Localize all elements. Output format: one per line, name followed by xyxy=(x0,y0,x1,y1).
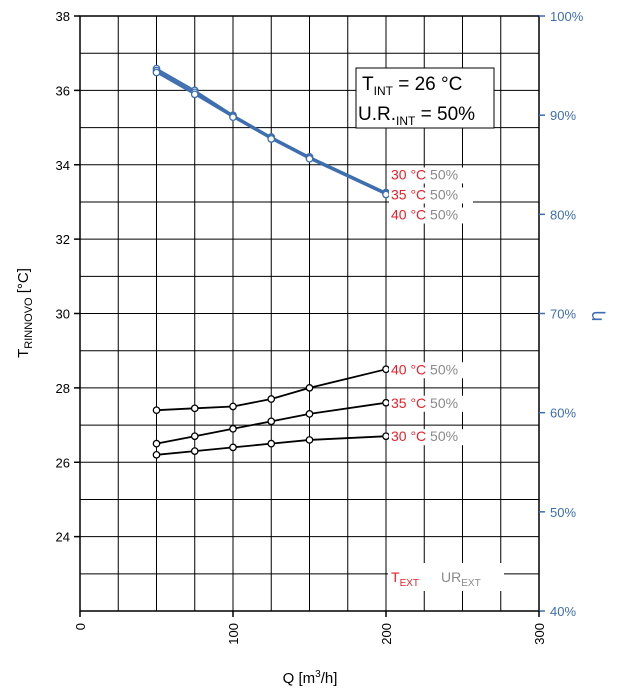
right-series-2-line xyxy=(156,71,387,196)
y-axis-left-title: TRINNOVO [°C] xyxy=(15,268,35,358)
legend-ur-ext: UREXT xyxy=(441,569,481,589)
right-series-label-1-rh: 50% xyxy=(426,187,458,203)
left-series-label-2-bg xyxy=(389,362,473,379)
y-axis-right: 40% 50% 60% 70% 80% 90% 100% xyxy=(539,9,584,619)
y-right-tick-label: 50% xyxy=(550,505,576,520)
y-left-tick-label: 26 xyxy=(56,455,70,470)
left-series-1-point xyxy=(305,410,314,418)
right-series-label-1: 35 °C 50% xyxy=(391,187,458,203)
right-series-label-0: 30 °C 50% xyxy=(391,167,458,183)
legend-text-ext: TEXT xyxy=(391,569,419,589)
left-series-label-0-temp: 30 °C xyxy=(391,428,426,444)
info-box-line2: U.R.INT = 50% xyxy=(358,104,475,128)
left-series-2-line xyxy=(156,368,387,412)
series-group xyxy=(152,64,390,459)
right-series-label-1-temp: 35 °C xyxy=(391,187,426,203)
x-tick-label: 200 xyxy=(379,623,394,645)
left-series-0-point xyxy=(190,447,199,455)
right-series-2-point xyxy=(190,90,199,99)
right-series-label-2: 40 °C 50% xyxy=(391,207,458,223)
right-series-label-0-bg xyxy=(389,167,473,184)
y-left-tick-label: 36 xyxy=(56,83,70,98)
right-series-label-2-rh: 50% xyxy=(426,207,458,223)
right-series-label-0-temp: 30 °C xyxy=(391,167,426,183)
y-axis-right-title: η xyxy=(586,310,607,321)
left-series-0-point xyxy=(267,439,276,448)
info-box xyxy=(355,67,495,129)
y-right-tick-label: 90% xyxy=(550,108,576,123)
left-series-2-point xyxy=(190,404,199,413)
y-left-tick-label: 38 xyxy=(56,9,70,24)
left-series-1-point xyxy=(229,424,237,433)
left-series-label-2-rh: 50% xyxy=(426,361,458,377)
left-series-0-point xyxy=(305,436,314,444)
left-series-2-point xyxy=(267,395,276,403)
y-right-tick-label: 60% xyxy=(550,406,576,421)
left-series-2-point xyxy=(305,384,314,392)
left-series-label-0: 30 °C 50% xyxy=(391,428,458,444)
y-left-tick-label: 30 xyxy=(56,307,70,322)
x-tick-label: 0 xyxy=(73,623,88,630)
right-series-label-0-rh: 50% xyxy=(426,167,458,183)
left-series-label-1-temp: 35 °C xyxy=(391,395,426,411)
y-left-tick-label: 32 xyxy=(56,232,70,247)
left-series-0-point xyxy=(152,450,161,459)
left-series-label-2-temp: 40 °C xyxy=(391,361,426,377)
x-axis: 0 100 200 300 xyxy=(73,611,547,645)
left-series-1-point xyxy=(267,417,276,426)
left-series-label-0-rh: 50% xyxy=(426,428,458,444)
left-series-0-line xyxy=(156,435,387,456)
left-series-2-point xyxy=(152,406,161,415)
left-series-2-point xyxy=(382,365,390,374)
y-right-tick-label: 40% xyxy=(550,604,576,619)
x-tick-label: 100 xyxy=(226,623,241,645)
left-series-1-point xyxy=(152,439,161,448)
series-labels: 30 °C 50%35 °C 50%40 °C 50%30 °C 50%35 °… xyxy=(389,167,473,446)
right-series-2-point xyxy=(152,68,161,77)
left-series-label-2: 40 °C 50% xyxy=(391,361,458,377)
y-right-tick-label: 70% xyxy=(550,307,576,322)
left-series-label-0-bg xyxy=(389,429,473,446)
left-series-1-line xyxy=(156,401,387,445)
left-series-label-1: 35 °C 50% xyxy=(391,395,458,411)
right-series-2-point xyxy=(229,113,237,122)
right-series-2-point xyxy=(382,190,390,199)
x-axis-title: Q [m3/h] xyxy=(283,669,338,687)
y-left-tick-label: 28 xyxy=(56,381,70,396)
y-right-tick-label: 100% xyxy=(550,9,584,24)
y-left-tick-label: 24 xyxy=(56,530,70,545)
left-series-2-point xyxy=(229,402,237,411)
right-series-2-point xyxy=(305,154,314,163)
legend-box xyxy=(388,563,504,591)
right-series-label-2-temp: 40 °C xyxy=(391,207,426,223)
right-series-2-point xyxy=(267,135,276,143)
left-series-label-1-rh: 50% xyxy=(426,395,458,411)
left-series-0-point xyxy=(229,443,237,452)
right-series-label-2-bg xyxy=(389,207,473,224)
left-series-1-point xyxy=(190,432,199,441)
right-series-label-1-bg xyxy=(389,187,473,204)
x-tick-label: 300 xyxy=(532,623,547,645)
left-series-0-point xyxy=(382,432,390,441)
left-series-1-point xyxy=(382,398,390,407)
y-left-tick-label: 34 xyxy=(56,158,70,173)
left-series-label-1-bg xyxy=(389,395,473,412)
y-axis-left: 24 26 28 30 32 34 36 38 xyxy=(56,9,80,545)
info-box-line1: TINT = 26 °C xyxy=(362,74,462,98)
y-right-tick-label: 80% xyxy=(550,207,576,222)
